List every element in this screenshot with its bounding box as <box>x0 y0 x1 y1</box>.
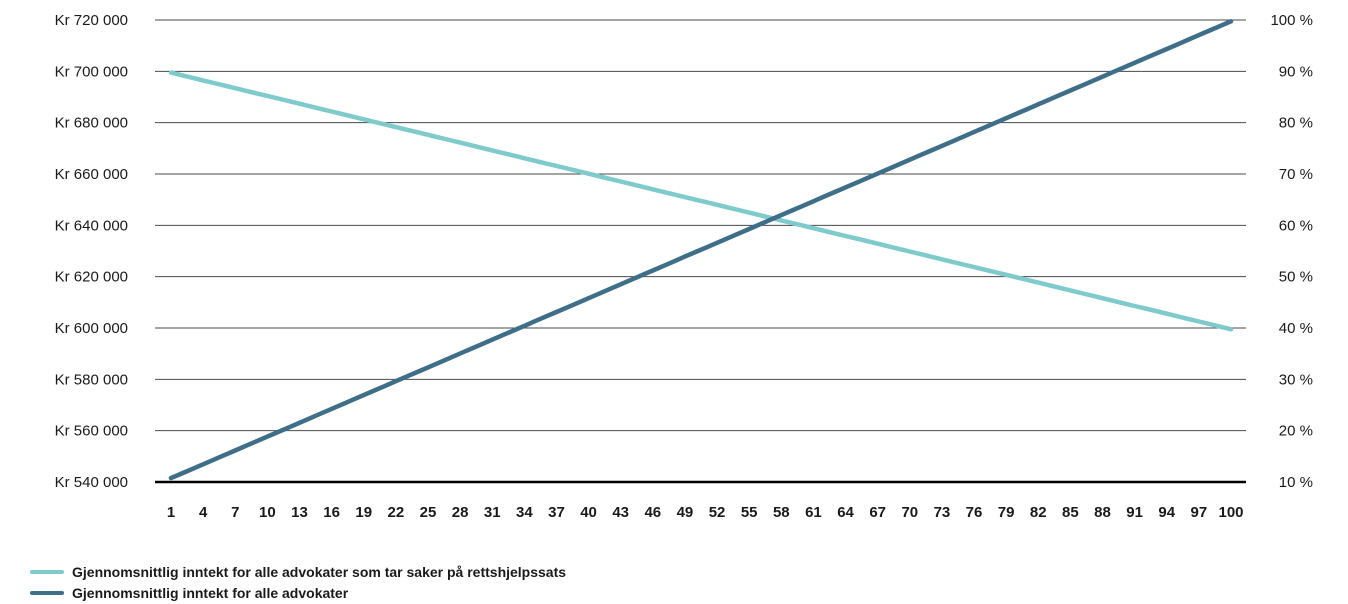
x-tick-label: 55 <box>741 504 758 521</box>
x-axis: 1 4 7 10 13 16 19 22 25 28 31 34 37 40 43 46 49 52 55 58 61 6… <box>167 504 1244 521</box>
gridlines <box>155 19 1246 484</box>
x-tick-label: 37 <box>548 504 565 521</box>
x-tick-label: 79 <box>998 504 1015 521</box>
x-tick-label: 25 <box>420 504 437 521</box>
legend-item-rettshjelp: Gjennomsnittlig inntekt for alle advokat… <box>30 561 566 582</box>
x-tick-label: 31 <box>484 504 501 521</box>
y-left-tick-label: Kr 540 000 <box>55 474 128 491</box>
x-tick-label: 67 <box>869 504 886 521</box>
legend-swatch-rettshjelp <box>30 569 64 574</box>
x-tick-label: 73 <box>934 504 951 521</box>
x-tick-label: 70 <box>901 504 918 521</box>
y-left-tick-label: Kr 640 000 <box>55 217 128 234</box>
x-tick-label: 91 <box>1126 504 1143 521</box>
legend: Gjennomsnittlig inntekt for alle advokat… <box>30 561 566 603</box>
y-axis-right: 100 % 90 % 80 % 70 % 60 % 50 % 40 % 30 % 20 % 10 … <box>1270 12 1313 491</box>
y-right-tick-label: 20 % <box>1279 423 1313 440</box>
y-left-tick-label: Kr 680 000 <box>55 115 128 132</box>
y-axis-left: Kr 720 000 Kr 700 000 Kr 680 000 Kr 660 000… <box>55 12 128 491</box>
x-tick-label: 16 <box>323 504 340 521</box>
y-left-tick-label: Kr 660 000 <box>55 166 128 183</box>
x-tick-label: 82 <box>1030 504 1047 521</box>
y-right-tick-label: 50 % <box>1279 269 1313 286</box>
y-right-tick-label: 70 % <box>1279 166 1313 183</box>
legend-item-alle: Gjennomsnittlig inntekt for alle advokat… <box>30 582 566 603</box>
x-tick-label: 19 <box>355 504 372 521</box>
x-tick-label: 100 <box>1218 504 1243 521</box>
x-tick-label: 4 <box>199 504 208 521</box>
x-tick-label: 52 <box>709 504 726 521</box>
x-tick-label: 94 <box>1158 504 1175 521</box>
x-tick-label: 43 <box>612 504 629 521</box>
x-tick-label: 40 <box>580 504 597 521</box>
y-right-tick-label: 80 % <box>1279 115 1313 132</box>
series-line-alle <box>168 19 1234 481</box>
y-left-tick-label: Kr 560 000 <box>55 423 128 440</box>
legend-label-rettshjelp: Gjennomsnittlig inntekt for alle advokat… <box>72 563 567 580</box>
y-left-tick-label: Kr 720 000 <box>55 12 128 29</box>
x-tick-label: 76 <box>966 504 983 521</box>
x-tick-label: 7 <box>231 504 239 521</box>
y-right-tick-label: 10 % <box>1279 474 1313 491</box>
y-right-tick-label: 90 % <box>1279 63 1313 80</box>
y-left-tick-label: Kr 700 000 <box>55 63 128 80</box>
x-tick-label: 34 <box>516 504 533 521</box>
x-tick-label: 13 <box>291 504 308 521</box>
x-tick-label: 85 <box>1062 504 1079 521</box>
y-right-tick-label: 30 % <box>1279 371 1313 388</box>
y-left-tick-label: Kr 600 000 <box>55 320 128 337</box>
x-tick-label: 10 <box>259 504 276 521</box>
x-tick-label: 46 <box>644 504 661 521</box>
y-right-tick-label: 100 % <box>1270 12 1313 29</box>
x-tick-label: 97 <box>1191 504 1208 521</box>
x-tick-label: 61 <box>805 504 822 521</box>
x-tick-label: 1 <box>167 504 175 521</box>
y-left-tick-label: Kr 620 000 <box>55 269 128 286</box>
x-tick-label: 22 <box>388 504 405 521</box>
line-chart: Kr 720 000 Kr 700 000 Kr 680 000 Kr 660 000… <box>55 12 1313 521</box>
x-tick-label: 49 <box>677 504 694 521</box>
series-line-rettshjelp <box>168 70 1234 332</box>
x-tick-label: 28 <box>452 504 469 521</box>
y-left-tick-label: Kr 580 000 <box>55 371 128 388</box>
series-lines <box>168 19 1234 481</box>
legend-label-alle: Gjennomsnittlig inntekt for alle advokat… <box>72 584 349 601</box>
x-tick-label: 58 <box>773 504 790 521</box>
y-right-tick-label: 60 % <box>1279 217 1313 234</box>
y-right-tick-label: 40 % <box>1279 320 1313 337</box>
legend-swatch-alle <box>30 590 64 595</box>
x-tick-label: 88 <box>1094 504 1111 521</box>
x-tick-label: 64 <box>837 504 854 521</box>
